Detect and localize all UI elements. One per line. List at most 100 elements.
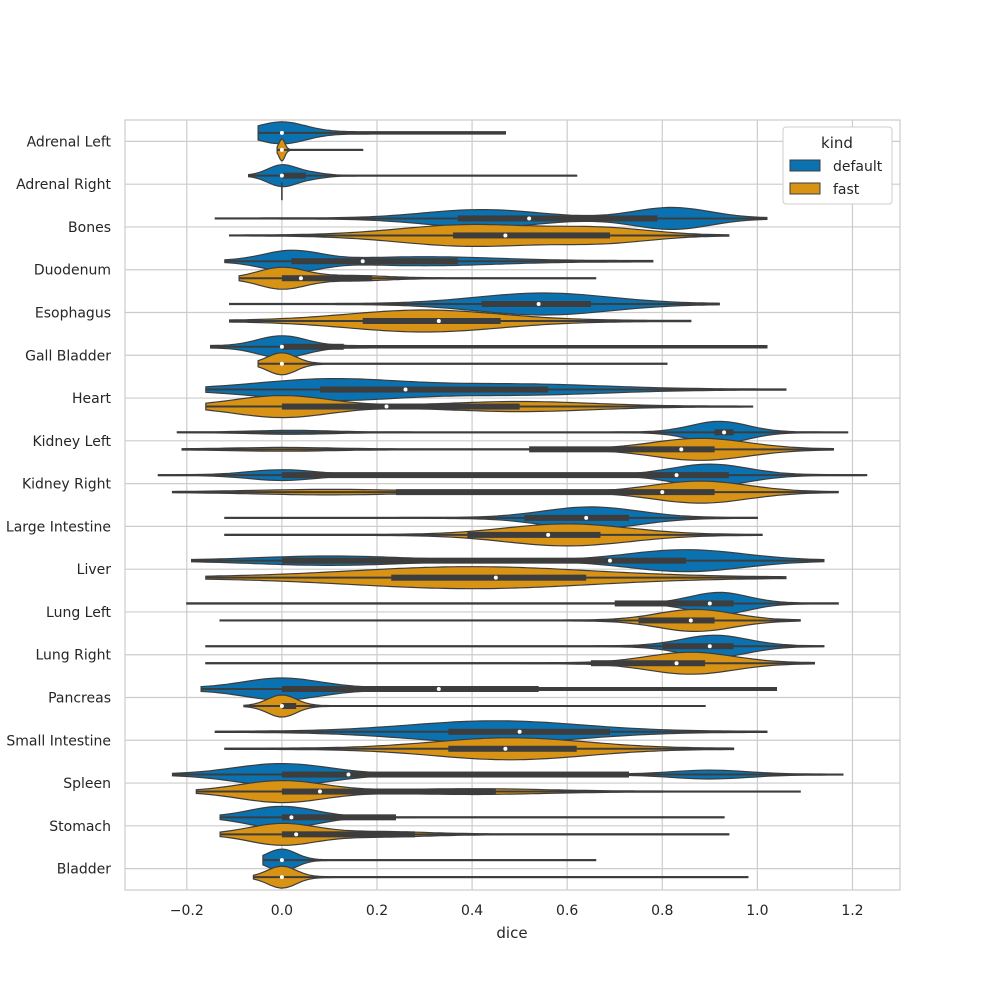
violin-iqr-box	[662, 643, 734, 650]
violin-iqr-box	[281, 275, 373, 282]
violin-fast	[224, 737, 735, 761]
violin-median	[279, 130, 284, 135]
violin-default	[214, 206, 768, 230]
violin-iqr-box	[457, 215, 658, 222]
violin-iqr-box	[281, 831, 416, 838]
violin-iqr-box	[281, 788, 496, 795]
legend-title: kind	[821, 134, 853, 152]
y-tick-label: Lung Right	[35, 648, 111, 664]
violin-fast	[205, 566, 787, 590]
violin-iqr-box	[291, 258, 458, 265]
legend-label-fast: fast	[833, 182, 860, 198]
y-tick-label: Adrenal Right	[16, 177, 111, 193]
violin-default	[219, 805, 725, 829]
violin-median	[674, 473, 679, 478]
violin-iqr-box	[319, 386, 549, 393]
violin-median	[403, 387, 408, 392]
violin-iqr-box	[453, 232, 610, 239]
violin-fast	[229, 223, 730, 247]
x-tick-label: −0.2	[170, 903, 204, 919]
y-tick-label: Bladder	[57, 862, 111, 878]
violin-fast	[181, 437, 834, 461]
violin-default	[257, 121, 506, 145]
violins	[157, 121, 868, 889]
violin-median	[503, 233, 508, 238]
y-tick-label: Kidney Right	[22, 477, 112, 493]
violin-median	[436, 687, 441, 691]
y-tick-label: Adrenal Left	[27, 134, 112, 150]
violin-iqr-box	[281, 814, 397, 821]
violin-median	[279, 173, 284, 178]
violin-fast	[276, 138, 364, 162]
violin-iqr-box	[467, 531, 601, 538]
violin-median	[584, 515, 589, 520]
violin-fast	[243, 694, 706, 718]
violin-default	[176, 420, 849, 444]
violin-median	[384, 404, 389, 409]
violin-median	[279, 361, 284, 366]
violin-median	[294, 832, 299, 837]
x-axis-ticks: −0.2 0.0 0.2 0.4 0.6 0.8 1.0 1.2	[170, 903, 864, 919]
violin-median	[660, 490, 665, 495]
violin-default	[229, 292, 720, 316]
violin-fast	[205, 395, 754, 419]
y-tick-label: Heart	[72, 391, 111, 407]
violin-iqr-box	[638, 617, 715, 624]
y-tick-label: Small Intestine	[6, 733, 111, 749]
violin-median	[707, 644, 712, 649]
violin-fast	[252, 865, 749, 889]
violin-default	[224, 506, 758, 530]
violin-median	[289, 815, 294, 820]
violin-median	[679, 447, 684, 452]
violin-median	[517, 729, 522, 734]
violin-default	[200, 677, 777, 701]
y-tick-label: Bones	[68, 220, 111, 236]
violin-fast	[219, 608, 801, 632]
violin-default	[171, 763, 844, 787]
legend-swatch-fast	[789, 182, 821, 195]
plot-area	[125, 120, 900, 890]
violin-median	[360, 259, 365, 264]
violin-default	[157, 463, 868, 487]
violin-fast	[238, 266, 597, 290]
violin-default	[262, 848, 597, 872]
violin-fast	[257, 352, 668, 376]
violin-iqr-box	[281, 172, 306, 179]
violin-iqr-box	[448, 745, 577, 752]
plot-frame	[124, 119, 901, 891]
violin-iqr-box	[524, 514, 629, 521]
violin-fast	[171, 480, 839, 504]
violin-median	[346, 772, 351, 777]
violin-default	[248, 164, 578, 188]
violin-iqr-box	[481, 301, 591, 307]
violin-median	[688, 618, 693, 623]
violin-default	[191, 549, 825, 573]
violin-iqr-box	[362, 318, 501, 324]
violin-median	[279, 858, 284, 863]
x-tick-label: 0.2	[366, 903, 388, 919]
violin-median	[536, 302, 541, 306]
violin-median	[279, 147, 284, 152]
violin-default	[210, 335, 768, 359]
y-tick-label: Lung Left	[46, 605, 111, 621]
violin-median	[546, 532, 551, 537]
x-tick-label: 0.0	[271, 903, 293, 919]
x-tick-label: 0.6	[556, 903, 578, 919]
violin-default	[224, 249, 654, 273]
violin-median	[298, 276, 303, 281]
violin-fast	[195, 780, 801, 804]
violin-iqr-box	[281, 403, 520, 410]
y-tick-label: Esophagus	[35, 306, 111, 322]
y-tick-label: Pancreas	[48, 691, 111, 707]
violin-median	[279, 704, 284, 708]
violin-default	[205, 378, 787, 402]
x-tick-label: 1.0	[746, 903, 768, 919]
violin-iqr-box	[391, 574, 587, 581]
violin-iqr-box	[281, 557, 687, 564]
violin-iqr-box	[529, 446, 715, 453]
violin-fast	[229, 309, 692, 333]
y-tick-label: Large Intestine	[6, 519, 111, 535]
violin-iqr-box	[614, 600, 734, 607]
violin-median	[707, 601, 712, 606]
